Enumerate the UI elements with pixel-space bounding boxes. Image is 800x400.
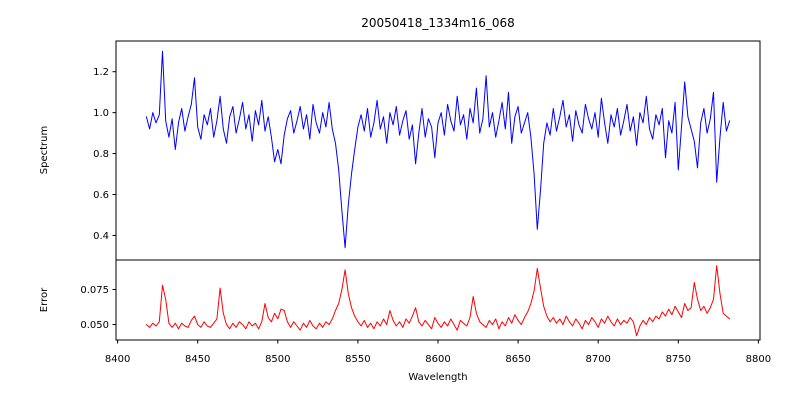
x-tick-label: 8650 (505, 354, 530, 365)
x-tick-label: 8750 (666, 354, 691, 365)
x-tick-label: 8500 (265, 354, 290, 365)
y-tick-label-spectrum: 0.8 (93, 149, 109, 160)
y-axis-label-error: Error (39, 287, 50, 312)
panel-frame-error (115, 259, 761, 341)
y-tick-label-spectrum: 0.6 (93, 190, 109, 201)
y-tick-label-spectrum: 1.0 (93, 108, 109, 119)
y-tick-label-spectrum: 0.4 (93, 231, 109, 242)
chart-title: 20050418_1334m16_068 (361, 16, 514, 30)
x-tick-label: 8400 (105, 354, 130, 365)
y-axis-label-spectrum: Spectrum (39, 126, 50, 174)
data-line-error (145, 265, 731, 337)
x-tick-label: 8800 (746, 354, 771, 365)
panel-frame-spectrum (115, 40, 761, 261)
y-tick-label-error: 0.050 (80, 320, 109, 331)
x-tick-label: 8700 (585, 354, 610, 365)
y-tick-label-error: 0.075 (80, 285, 109, 296)
x-tick-label: 8600 (425, 354, 450, 365)
y-tick-label-spectrum: 1.2 (93, 67, 109, 78)
x-tick-label: 8450 (185, 354, 210, 365)
data-line-spectrum (145, 50, 731, 249)
x-tick-label: 8550 (345, 354, 370, 365)
x-axis-label: Wavelength (408, 372, 467, 383)
chart-layer: 0.4 0.6 0.8 1.0 1.2 0.050 0.075 8400 8450 8500 855… (80, 40, 771, 365)
